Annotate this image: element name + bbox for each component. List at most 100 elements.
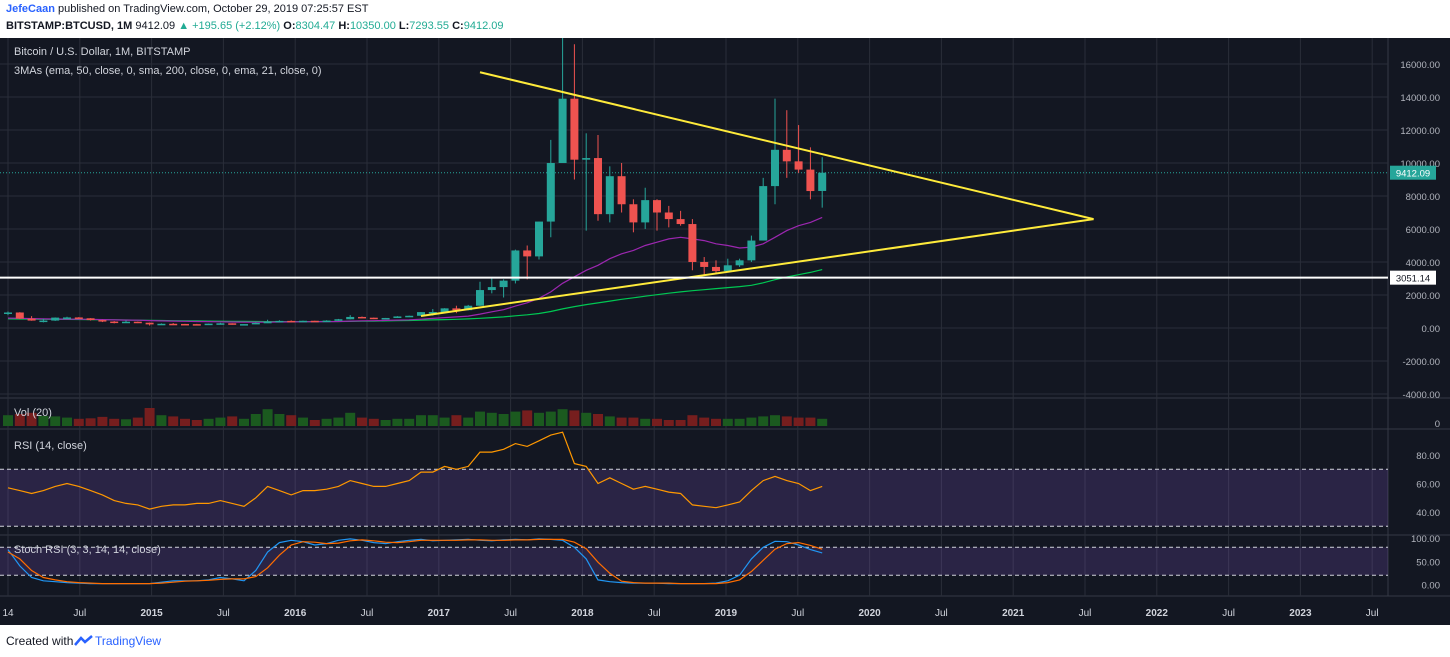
candle-body <box>641 200 650 223</box>
volume-bar <box>215 417 226 426</box>
axis-background <box>1388 38 1450 625</box>
candle-body <box>476 290 484 306</box>
candle-body <box>122 321 130 324</box>
volume-bar <box>463 417 474 426</box>
volume-bar <box>309 420 320 426</box>
candle-body <box>322 320 331 323</box>
volume-bar <box>62 417 72 426</box>
candle-body <box>417 312 425 316</box>
rsi-band <box>0 469 1388 527</box>
volume-bar <box>3 415 13 426</box>
volume-bar <box>239 418 249 426</box>
candle-body <box>27 318 36 321</box>
volume-bar <box>699 417 710 426</box>
symbol-name: BITSTAMP:BTCUSD, 1M <box>6 20 133 32</box>
volume-bar <box>711 418 721 426</box>
candle-body <box>228 323 237 325</box>
time-tick-label: Jul <box>504 608 517 619</box>
stoch-tick-label: 100.00 <box>1411 534 1440 545</box>
volume-bar <box>522 410 533 426</box>
candle-body <box>582 158 591 160</box>
volume-bar <box>144 408 155 426</box>
candle-body <box>369 317 378 320</box>
time-tick-label: 2016 <box>284 608 307 619</box>
candle-body <box>570 98 579 160</box>
time-axis[interactable]: 14 Jul 2015 Jul 2016 Jul 2017 Jul 2018 Jul 2019 Jul… <box>2 608 1378 619</box>
open-value: 8304.47 <box>295 20 336 32</box>
volume-bar <box>191 420 202 426</box>
price-axis[interactable]: 16000.00 14000.00 12000.00 10000.00 8000.00 6… <box>1390 60 1440 592</box>
price-tick-label: 0.00 <box>1422 324 1441 335</box>
current-price-label: 9412.09 <box>1396 169 1430 180</box>
price-tick-label: 2000.00 <box>1406 291 1440 302</box>
candle-body <box>464 305 473 311</box>
volume-bar <box>498 414 509 426</box>
candle-body <box>759 186 768 241</box>
volume-bar <box>439 417 450 426</box>
time-tick-label: Jul <box>1222 608 1235 619</box>
created-with-text: Created with <box>6 634 74 648</box>
volume-bar <box>604 416 615 426</box>
volume-bar <box>805 417 816 426</box>
volume-bar <box>663 420 674 426</box>
volume-bar <box>168 416 179 426</box>
candle-body <box>782 149 791 162</box>
oscillator-lines <box>7 431 823 585</box>
candle-body <box>192 324 201 326</box>
time-tick-label: Jul <box>791 608 804 619</box>
volume-bar <box>121 419 131 426</box>
price-chart[interactable]: 16000.00 14000.00 12000.00 10000.00 8000.00 6… <box>0 38 1450 625</box>
candle-body <box>676 219 685 225</box>
time-tick-label: Jul <box>1366 608 1379 619</box>
time-tick-label: 2018 <box>571 608 594 619</box>
time-tick-label: 2015 <box>140 608 163 619</box>
price-tick-label: 8000.00 <box>1406 192 1440 203</box>
legend-rsi: RSI (14, close) <box>14 440 87 452</box>
volume-bar <box>475 411 485 426</box>
volume-bar <box>180 418 190 426</box>
candle-body <box>546 163 555 222</box>
candle-body <box>594 158 602 215</box>
volume-bars <box>3 408 828 426</box>
volume-bar <box>545 411 556 426</box>
candle-body <box>747 240 756 261</box>
volume-bar <box>392 418 403 426</box>
volume-bar <box>557 409 568 426</box>
volume-bar <box>50 416 61 426</box>
volume-bar <box>357 417 367 426</box>
time-tick-label: Jul <box>935 608 948 619</box>
volume-bar <box>380 420 391 426</box>
chart-background <box>0 38 1450 625</box>
stoch-tick-label: 0.00 <box>1422 581 1441 592</box>
candle-body <box>393 316 402 318</box>
author-name[interactable]: JefeCaan <box>6 3 55 15</box>
close-label: C: <box>452 20 464 32</box>
candle-body <box>381 317 390 320</box>
volume-bar <box>321 418 332 426</box>
candle-body <box>51 317 60 321</box>
upper-trendline <box>479 71 1094 221</box>
tradingview-logo-icon <box>74 635 93 646</box>
volume-bar <box>298 417 308 426</box>
moving-averages <box>7 216 823 323</box>
candle-body <box>806 169 815 192</box>
volume-bar <box>416 415 426 426</box>
price-tick-label: 12000.00 <box>1400 126 1440 137</box>
price-tick-label: -4000.00 <box>1402 390 1440 401</box>
candle-body <box>263 321 272 324</box>
price-tick-label: 4000.00 <box>1406 258 1440 269</box>
time-tick-label: Jul <box>361 608 374 619</box>
volume-bar <box>640 418 651 426</box>
candle-body <box>216 323 225 325</box>
trendlines[interactable] <box>0 71 1388 317</box>
candle-body <box>299 320 307 323</box>
tradingview-brand[interactable]: TradingView <box>95 634 162 648</box>
rsi-tick-label: 60.00 <box>1416 480 1440 491</box>
candle-body <box>653 200 661 213</box>
volume-bar <box>687 415 698 426</box>
price-tick-label: -2000.00 <box>1402 357 1440 368</box>
ema21-line <box>7 216 823 323</box>
legend-stoch: Stoch RSI (3, 3, 14, 14, close) <box>14 544 161 556</box>
volume-bar <box>746 417 757 426</box>
volume-bar <box>286 415 297 426</box>
